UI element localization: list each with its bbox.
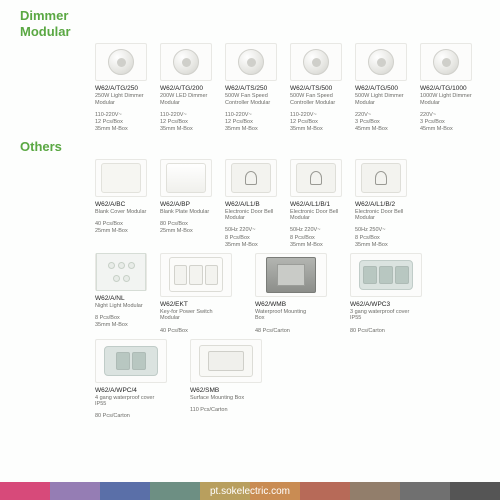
product-thumb <box>355 43 407 81</box>
product-thumb <box>95 339 167 383</box>
product-sku: W62/A/WPC/4 <box>95 387 137 394</box>
product-specs: 50Hz 220V~8 Pcs/Box35mm M-Box <box>290 227 323 248</box>
product-desc: Electronic Door Bell Modular <box>225 209 285 222</box>
product-sku: W62/A/BC <box>95 201 125 208</box>
product-thumb <box>160 43 212 81</box>
product-cell: W62/A/TG/250250W Light Dimmer Modular 110… <box>95 43 160 133</box>
product-sku: W62/WMB <box>255 301 286 308</box>
product-sku: W62/A/L1/B <box>225 201 260 208</box>
product-thumb <box>95 43 147 81</box>
product-specs: 110 Pcs/Carton <box>190 407 228 414</box>
product-specs: 80 Pcs/Carton <box>95 413 130 420</box>
product-cell: W62/A/L1/BElectronic Door Bell Modular 50… <box>225 159 290 249</box>
others-title: Others <box>20 139 62 154</box>
product-specs: 40 Pcs/Box25mm M-Box <box>95 221 128 235</box>
product-specs: 110-220V~12 Pcs/Box35mm M-Box <box>160 112 193 133</box>
product-desc: 1000W Light Dimmer Modular <box>420 93 480 106</box>
product-thumb <box>95 159 147 197</box>
product-sku: W62/A/L1/B/1 <box>290 201 330 208</box>
product-desc: 250W Light Dimmer Modular <box>95 93 155 106</box>
product-specs: 220V~3 Pcs/Box45mm M-Box <box>420 112 453 133</box>
product-specs: 48 Pcs/Carton <box>255 328 290 335</box>
product-sku: W62/SMB <box>190 387 219 394</box>
product-specs: 80 Pcs/Box25mm M-Box <box>160 221 193 235</box>
product-sku: W62/A/TG/200 <box>160 85 203 92</box>
product-thumb <box>160 253 232 297</box>
product-desc: 4 gang waterproof cover IP55 <box>95 395 155 408</box>
product-specs: 50Hz 250V~8 Pcs/Box35mm M-Box <box>355 227 388 248</box>
product-thumb <box>255 253 327 297</box>
product-cell: W62/WMBWaterproof Mounting Box 48 Pcs/Car… <box>255 253 350 335</box>
product-cell: W62/A/TG/10001000W Light Dimmer Modular 2… <box>420 43 485 133</box>
section-dimmer-title: Dimmer Modular <box>0 0 500 43</box>
product-desc: Blank Cover Modular <box>95 209 146 215</box>
product-specs: 110-220V~12 Pcs/Box35mm M-Box <box>290 112 323 133</box>
product-sku: W62/A/L1/B/2 <box>355 201 395 208</box>
product-sku: W62/A/WPC3 <box>350 301 390 308</box>
title-line2: Modular <box>20 24 71 39</box>
product-thumb <box>225 43 277 81</box>
product-desc: 3 gang waterproof cover IP55 <box>350 309 410 322</box>
product-sku: W62/A/TG/1000 <box>420 85 467 92</box>
product-desc: Electronic Door Bell Modular <box>290 209 350 222</box>
product-thumb <box>355 159 407 197</box>
product-cell: W62/A/L1/B/2Electronic Door Bell Modular… <box>355 159 420 249</box>
footer-text: pt.sokelectric.com <box>210 486 290 497</box>
product-cell: W62/A/TG/200200W LED Dimmer Modular 110-2… <box>160 43 225 133</box>
product-cell: W62/EKTKey-for Power Switch Modular 40 Pc… <box>160 253 255 335</box>
product-desc: 500W Fan Speed Controller Modular <box>290 93 350 106</box>
product-thumb <box>290 159 342 197</box>
others-row-1: W62/A/BCBlank Cover Modular 40 Pcs/Box25m… <box>0 159 500 249</box>
product-sku: W62/EKT <box>160 301 188 308</box>
product-cell: W62/A/WPC33 gang waterproof cover IP55 80… <box>350 253 445 335</box>
product-sku: W62/A/BP <box>160 201 190 208</box>
others-row-3: W62/A/WPC/44 gang waterproof cover IP55 8… <box>0 339 500 421</box>
product-desc: Surface Mounting Box <box>190 395 244 401</box>
product-desc: Electronic Door Bell Modular <box>355 209 415 222</box>
product-desc: 500W Fan Speed Controller Modular <box>225 93 285 106</box>
product-sku: W62/A/TG/500 <box>355 85 398 92</box>
product-cell: W62/A/L1/B/1Electronic Door Bell Modular… <box>290 159 355 249</box>
product-desc: Waterproof Mounting Box <box>255 309 315 322</box>
footer-bar: pt.sokelectric.com <box>0 482 500 500</box>
product-desc: Key-for Power Switch Modular <box>160 309 220 322</box>
title-line1: Dimmer <box>20 8 68 23</box>
product-specs: 40 Pcs/Box <box>160 328 188 335</box>
product-specs: 50Hz 220V~8 Pcs/Box35mm M-Box <box>225 227 258 248</box>
product-cell: W62/A/NLNight Light Modular 8 Pcs/Box35mm… <box>95 253 160 335</box>
product-thumb <box>290 43 342 81</box>
product-sku: W62/A/NL <box>95 295 125 302</box>
product-cell: W62/A/WPC/44 gang waterproof cover IP55 8… <box>95 339 190 421</box>
product-cell: W62/A/BCBlank Cover Modular 40 Pcs/Box25m… <box>95 159 160 249</box>
product-sku: W62/A/TG/250 <box>95 85 138 92</box>
product-sku: W62/A/TS/500 <box>290 85 332 92</box>
product-specs: 8 Pcs/Box35mm M-Box <box>95 315 128 329</box>
product-cell: W62/A/BPBlank Plate Modular 80 Pcs/Box25m… <box>160 159 225 249</box>
product-cell: W62/A/TS/250500W Fan Speed Controller Mo… <box>225 43 290 133</box>
product-desc: 200W LED Dimmer Modular <box>160 93 220 106</box>
product-sku: W62/A/TS/250 <box>225 85 267 92</box>
product-cell: W62/A/TS/500500W Fan Speed Controller Mo… <box>290 43 355 133</box>
others-row-2: W62/A/NLNight Light Modular 8 Pcs/Box35mm… <box>0 253 500 335</box>
product-thumb <box>160 159 212 197</box>
section-others-title: Others <box>0 133 500 159</box>
product-desc: Blank Plate Modular <box>160 209 209 215</box>
dimmer-row: W62/A/TG/250250W Light Dimmer Modular 110… <box>0 43 500 133</box>
product-specs: 80 Pcs/Carton <box>350 328 385 335</box>
product-cell: W62/SMBSurface Mounting Box 110 Pcs/Carto… <box>190 339 285 421</box>
product-thumb <box>350 253 422 297</box>
product-desc: Night Light Modular <box>95 303 143 309</box>
product-cell: W62/A/TG/500500W Light Dimmer Modular 220… <box>355 43 420 133</box>
product-specs: 220V~3 Pcs/Box45mm M-Box <box>355 112 388 133</box>
product-thumb <box>95 253 147 291</box>
product-specs: 110-220V~12 Pcs/Box35mm M-Box <box>95 112 128 133</box>
product-desc: 500W Light Dimmer Modular <box>355 93 415 106</box>
product-thumb <box>420 43 472 81</box>
product-thumb <box>190 339 262 383</box>
product-specs: 110-220V~12 Pcs/Box35mm M-Box <box>225 112 258 133</box>
product-thumb <box>225 159 277 197</box>
